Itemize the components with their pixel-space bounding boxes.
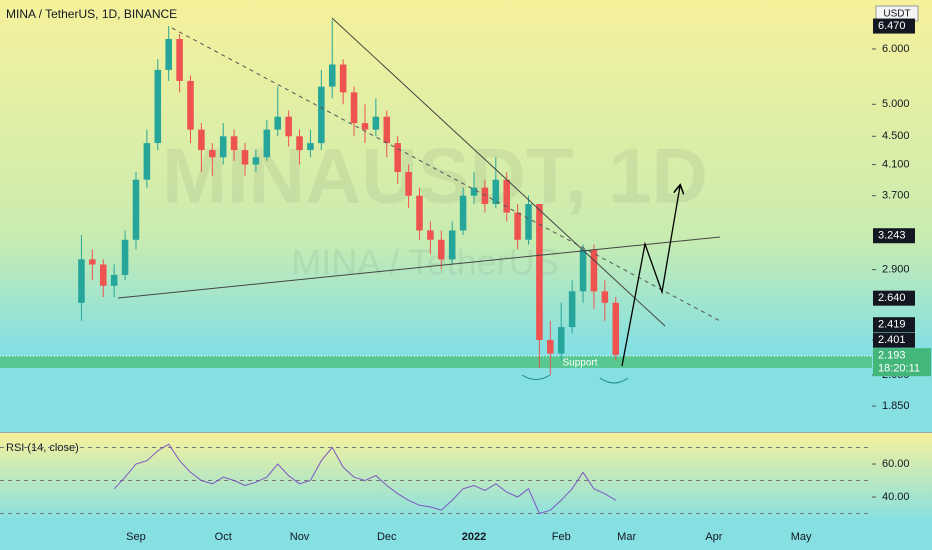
price-label-box: [873, 348, 931, 377]
candle-body: [263, 129, 271, 158]
candle-body: [579, 249, 587, 292]
price-label-box: [873, 228, 915, 244]
price-label: 6.470: [878, 20, 906, 32]
candle-body: [296, 136, 303, 151]
candle-body: [547, 340, 554, 354]
candle-body: [285, 116, 292, 137]
x-tick-label: Mar: [617, 531, 636, 543]
time-axis: [0, 521, 932, 550]
candle-body: [427, 230, 434, 240]
candle-body: [416, 195, 423, 231]
candle-body: [514, 212, 521, 240]
projection-arrow: [621, 186, 680, 367]
candle-body: [230, 136, 238, 151]
y-tick-label: 4.100: [882, 158, 910, 170]
bottom-arc: [599, 377, 629, 384]
candle-body: [448, 230, 456, 260]
candle-body: [470, 187, 478, 196]
candle-body: [78, 259, 85, 303]
price-label: 2.419: [878, 319, 906, 331]
candle-body: [176, 39, 183, 81]
candle-body: [612, 302, 620, 355]
y-tick-label: 6.000: [882, 43, 910, 55]
price-label: 3.243: [878, 230, 906, 242]
candle-body: [590, 249, 598, 292]
candle-body: [328, 64, 336, 87]
x-tick-label: 2022: [462, 531, 486, 543]
support-zone: [0, 356, 872, 368]
candle-body: [274, 116, 281, 130]
candle-body: [557, 327, 565, 354]
bottom-arc: [521, 374, 551, 380]
candle-body: [110, 274, 118, 286]
price-label-box: [873, 332, 915, 348]
rsi-y-tick-label: 60.00: [882, 458, 910, 470]
candle-body: [318, 86, 325, 144]
rsi-y-tick-label: 40.00: [882, 491, 910, 503]
candle-body: [372, 116, 380, 130]
candle-body: [143, 143, 151, 180]
y-tick-label: 4.500: [882, 130, 910, 142]
candle-body: [568, 291, 576, 328]
x-tick-label: Nov: [290, 531, 310, 543]
x-tick-label: Feb: [552, 531, 571, 543]
chart-title: MINA / TetherUS, 1D, BINANCE: [6, 7, 177, 21]
candle-body: [394, 143, 401, 173]
candle-body: [601, 291, 609, 303]
candle-body: [89, 259, 96, 265]
neckline: [117, 236, 721, 299]
candle-body: [154, 69, 162, 144]
candle-body: [307, 143, 314, 151]
rsi-pane: [0, 433, 932, 521]
x-tick-label: May: [791, 531, 812, 543]
candle-body: [438, 239, 445, 260]
x-tick-label: Oct: [215, 531, 232, 543]
candle-body: [219, 136, 227, 158]
candle-body: [252, 157, 260, 165]
countdown: 18:20:11: [878, 363, 920, 375]
candle-body: [339, 64, 347, 93]
candle-body: [132, 179, 140, 240]
candle-body: [99, 264, 107, 286]
price-label-box: [873, 18, 915, 34]
y-tick-label: 1.850: [882, 400, 910, 412]
candle-body: [361, 123, 369, 130]
candle-body: [383, 116, 391, 144]
price-label: 2.193: [878, 350, 906, 362]
candle-body: [350, 92, 358, 124]
y-tick-label: 2.900: [882, 264, 910, 276]
rsi-line: [113, 443, 617, 515]
candle-body: [198, 129, 205, 151]
price-label-box: [873, 290, 915, 306]
candle-body: [121, 239, 129, 275]
watermark: MINAUSDT, 1D: [162, 132, 708, 220]
candle-body: [536, 204, 543, 341]
price-label: 2.401: [878, 334, 906, 346]
trend-line: [331, 17, 666, 327]
candle-body: [165, 39, 172, 70]
candle-body: [503, 179, 510, 213]
currency[interactable]: USDT: [883, 9, 910, 20]
y-tick-label: 5.000: [882, 98, 910, 110]
candle-body: [187, 80, 194, 130]
candle-body: [525, 204, 532, 240]
candles: [78, 20, 620, 375]
candle-body: [405, 172, 412, 196]
support-label: Support: [562, 358, 597, 369]
candle-body: [459, 195, 467, 231]
candle-body: [492, 179, 500, 205]
y-tick-label: 3.700: [882, 190, 910, 202]
candle-body: [209, 150, 216, 158]
price-label: 2.640: [878, 292, 906, 304]
price-label-box: [873, 317, 915, 333]
x-tick-label: Apr: [705, 531, 722, 543]
candle-body: [241, 150, 249, 165]
x-tick-label: Sep: [126, 531, 146, 543]
x-tick-label: Dec: [377, 531, 397, 543]
